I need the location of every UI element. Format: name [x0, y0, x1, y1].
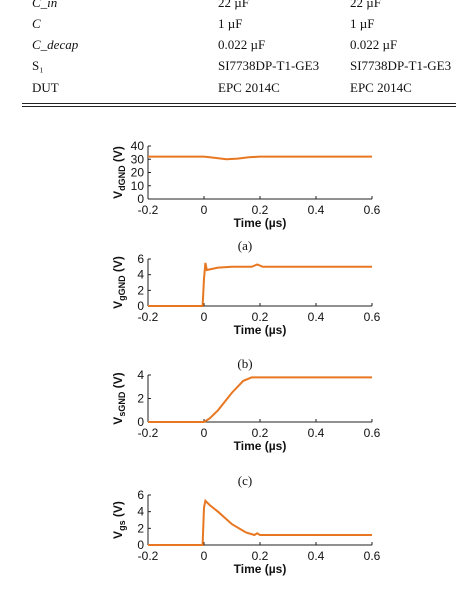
value-cell: 22 µF: [218, 0, 249, 10]
table-row: DUT EPC 2014C EPC 2014C: [0, 80, 474, 100]
y-tick-label: 6: [137, 252, 144, 266]
y-tick-label: 2: [137, 521, 144, 535]
x-tick-label: 0.4: [308, 203, 325, 217]
x-tick-label: -0.2: [138, 549, 159, 563]
y-tick-label: 4: [137, 268, 144, 282]
waveform-trace: [148, 155, 372, 161]
y-axis-title: Vgs (V): [111, 501, 127, 539]
x-tick-label: 0.6: [364, 549, 381, 563]
y-tick-label: 0: [137, 538, 144, 552]
value-cell: 1 µF: [350, 16, 375, 31]
x-tick-label: 0.2: [252, 549, 269, 563]
x-tick-label: 0: [201, 549, 208, 563]
y-tick-label: 40: [131, 139, 145, 153]
caption-c: (c): [237, 473, 253, 488]
param-cell: C_in: [32, 0, 58, 10]
y-tick-label: 0: [137, 192, 144, 206]
y-tick-label: 0: [137, 415, 144, 429]
value-cell: SI7738DP-T1-GE3: [350, 58, 452, 73]
y-tick-label: 4: [137, 505, 144, 519]
y-tick-label: 0: [137, 299, 144, 313]
x-tick-label: 0.4: [308, 310, 325, 324]
y-axis-title: VdGND (V): [111, 146, 127, 199]
y-tick-label: 10: [131, 179, 145, 193]
x-tick-label: 0.4: [308, 426, 325, 440]
x-tick-label: 0.6: [364, 203, 381, 217]
y-tick-label: 6: [137, 488, 144, 502]
x-tick-label: 0.2: [252, 203, 269, 217]
x-tick-label: -0.2: [138, 310, 159, 324]
table-row: C 1 µF 1 µF: [0, 16, 474, 36]
x-tick-label: 0.2: [252, 310, 269, 324]
value-cell: 0.022 µF: [218, 37, 266, 52]
x-tick-label: 0: [201, 426, 208, 440]
x-axis-title: Time (µs): [234, 323, 287, 337]
value-cell: 0.022 µF: [350, 37, 398, 52]
param-cell: S₁: [32, 58, 44, 73]
param-cell: DUT: [32, 80, 59, 95]
table-bottom-rule: [22, 103, 456, 104]
x-axis-title: Time (µs): [234, 439, 287, 453]
y-tick-label: 2: [137, 283, 144, 297]
waveform-trace: [148, 376, 372, 423]
x-tick-label: 0.2: [252, 426, 269, 440]
table-row: S₁ SI7738DP-T1-GE3 SI7738DP-T1-GE3: [0, 58, 474, 78]
value-cell: SI7738DP-T1-GE3: [218, 58, 320, 73]
caption-b: (b): [237, 356, 253, 371]
x-tick-label: -0.2: [138, 203, 159, 217]
x-tick-label: 0.6: [364, 310, 381, 324]
table-row: C_decap 0.022 µF 0.022 µF: [0, 37, 474, 57]
param-cell: C_decap: [32, 37, 79, 52]
value-cell: 22 µF: [350, 0, 381, 10]
y-tick-label: 2: [137, 392, 144, 406]
table-bottom-rule-2: [22, 106, 456, 107]
y-axis-title: VsGND (V): [111, 372, 127, 424]
y-tick-label: 20: [131, 166, 145, 180]
x-axis-title: Time (µs): [234, 562, 287, 576]
x-tick-label: 0: [201, 310, 208, 324]
waveform-trace: [148, 498, 372, 546]
caption-a: (a): [237, 238, 253, 253]
param-cell: C: [32, 16, 41, 31]
value-cell: 1 µF: [218, 16, 243, 31]
y-axis-title: VgGND (V): [111, 256, 127, 309]
y-tick-label: 30: [131, 152, 145, 166]
table-row: C_in 22 µF 22 µF: [0, 0, 474, 15]
waveform-trace: [148, 262, 372, 307]
x-tick-label: -0.2: [138, 426, 159, 440]
x-tick-label: 0.4: [308, 549, 325, 563]
x-tick-label: 0: [201, 203, 208, 217]
value-cell: EPC 2014C: [350, 80, 412, 95]
x-axis-title: Time (µs): [234, 216, 287, 230]
y-tick-label: 4: [137, 368, 144, 382]
value-cell: EPC 2014C: [218, 80, 280, 95]
x-tick-label: 0.6: [364, 426, 381, 440]
